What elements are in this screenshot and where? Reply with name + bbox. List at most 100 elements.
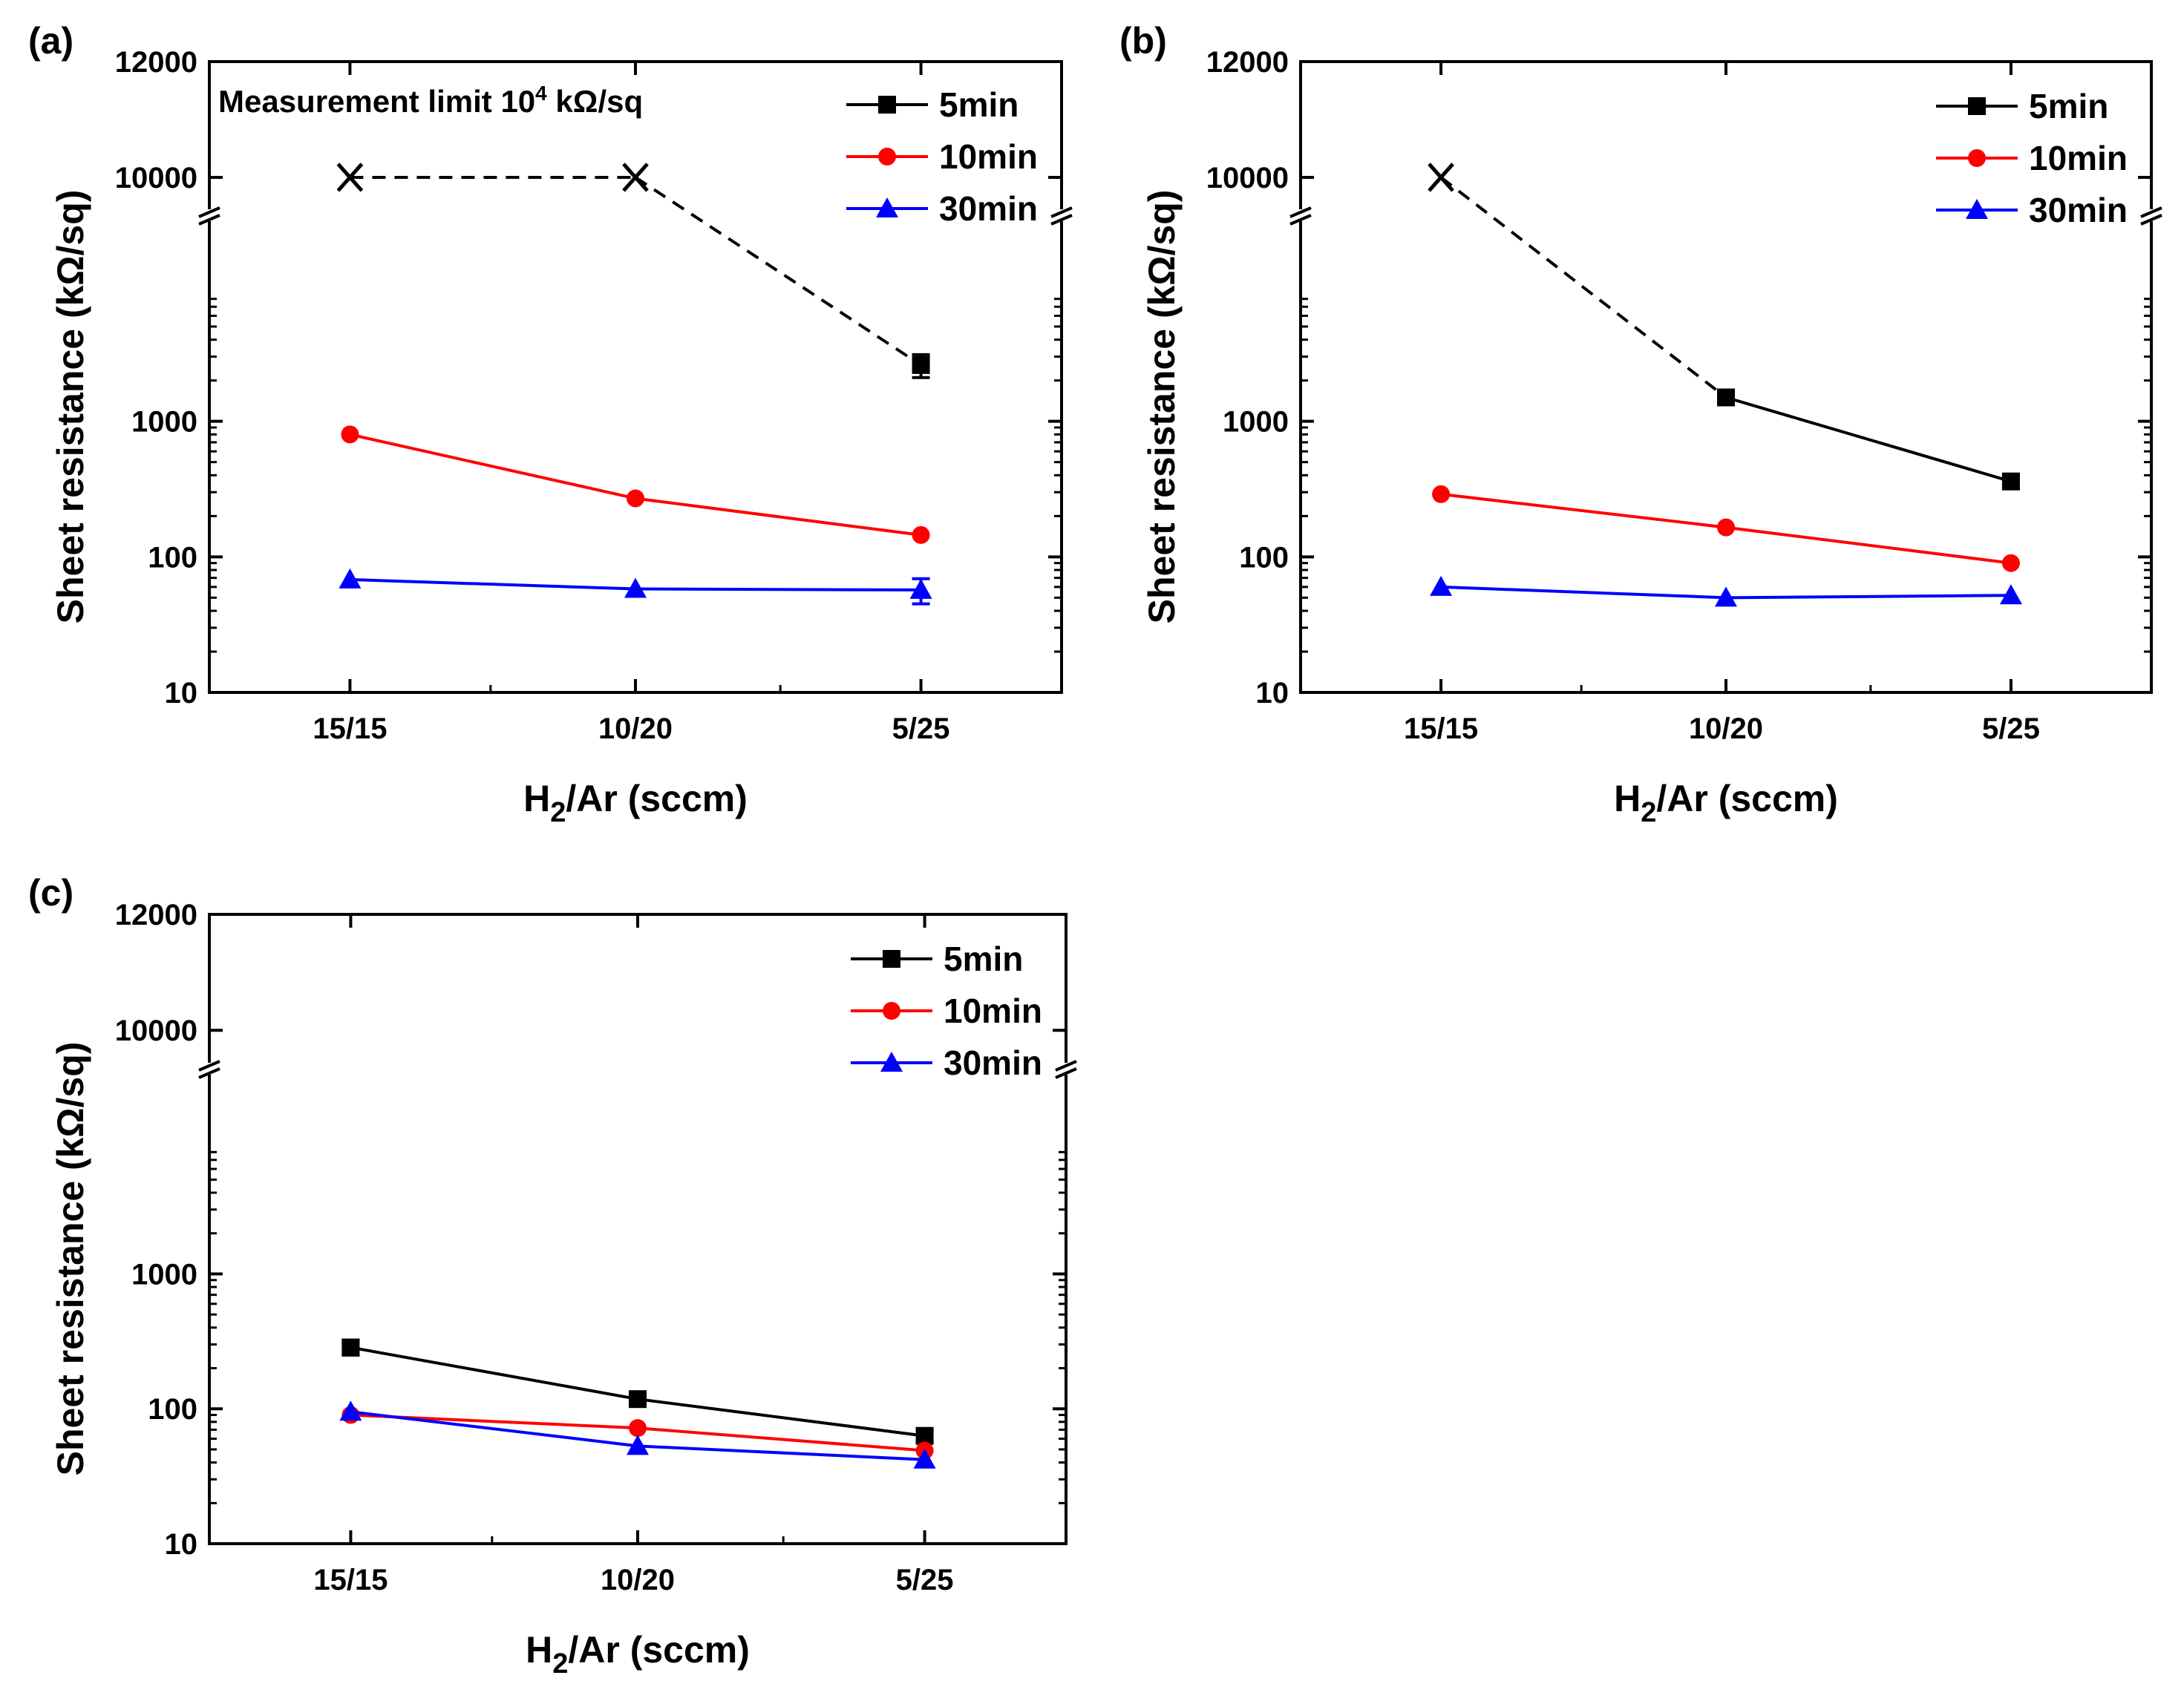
legend-label: 5min xyxy=(944,940,1023,978)
legend-item-10min: 10min xyxy=(1936,139,2128,177)
y-tick-label: 10 xyxy=(165,1528,198,1561)
x-tick-label: 5/25 xyxy=(892,712,950,745)
x-axis-title: H2/Ar (sccm) xyxy=(523,778,748,828)
panel-a: 10 100 1000 10000 12000 15/15 10/20 5/25 H2/Ar (… xyxy=(28,20,1073,828)
series-line-segment xyxy=(637,1397,925,1438)
annotation-prefix: Measurement limit 10 xyxy=(218,84,535,119)
series-line-segment xyxy=(350,1346,638,1401)
axis-break-mark xyxy=(2140,206,2162,226)
y-tick-label: 12000 xyxy=(1206,46,1289,79)
y-tick-label: 100 xyxy=(1239,541,1289,574)
data-point-square xyxy=(1717,388,1735,407)
axis-break-mark xyxy=(1050,206,1073,226)
y-tick-label: 100 xyxy=(148,541,197,574)
x-axis-title: H2/Ar (sccm) xyxy=(526,1629,750,1680)
series-line-segment xyxy=(635,587,921,592)
data-point-triangle xyxy=(1999,584,2022,605)
annotation-sup: 4 xyxy=(535,82,547,105)
x-tick-label: 15/15 xyxy=(1404,712,1478,745)
series-5min xyxy=(1428,163,2020,491)
y-axis-title: Sheet resistance (kΩ/sq) xyxy=(50,1042,91,1476)
x-axis-title-rest: /Ar (sccm) xyxy=(566,778,748,819)
data-point-circle xyxy=(341,425,359,444)
legend-label: 5min xyxy=(939,85,1019,124)
series-line-segment xyxy=(634,176,922,367)
data-point-triangle xyxy=(1715,586,1737,607)
legend-marker-square xyxy=(878,96,896,114)
legend-marker-circle xyxy=(878,148,896,166)
series-line-segment xyxy=(635,497,921,537)
x-tick-label: 15/15 xyxy=(313,712,387,745)
series-line-segment xyxy=(1725,396,2012,483)
data-point-square xyxy=(912,355,930,374)
panel-b: 10 100 1000 10000 12000 15/15 10/20 5/25 H2/Ar (… xyxy=(1119,20,2162,828)
axis-break-mark xyxy=(198,206,220,226)
legend-marker-triangle xyxy=(876,197,898,217)
axis-break-mark xyxy=(198,1060,220,1079)
data-point-square xyxy=(341,1338,360,1357)
legend-marker-triangle xyxy=(1966,199,1988,219)
series-line-segment xyxy=(637,1444,925,1461)
y-tick-label: 100 xyxy=(148,1393,197,1426)
legend-item-5min: 5min xyxy=(851,940,1023,978)
series-line-segment xyxy=(1725,594,2011,600)
series-line-segment xyxy=(1439,176,1727,399)
series-10min xyxy=(341,425,930,544)
y-tick-label: 10000 xyxy=(115,1015,197,1047)
series-line-segment xyxy=(350,577,636,591)
y-tick-label: 1000 xyxy=(131,1258,197,1291)
series-line-segment xyxy=(637,1426,925,1452)
y-tick-label: 1000 xyxy=(1223,406,1289,439)
x-axis-title-sub: 2 xyxy=(1641,797,1656,828)
data-point-triangle xyxy=(909,578,932,599)
data-point-square xyxy=(2001,472,2020,491)
series-line-segment xyxy=(1725,525,2012,565)
legend-marker-triangle xyxy=(880,1052,903,1072)
data-point-triangle xyxy=(627,1435,649,1455)
x-tick-label: 10/20 xyxy=(601,1564,675,1596)
legend-label: 10min xyxy=(944,992,1042,1030)
legend-marker-circle xyxy=(1968,149,1986,167)
data-point-circle xyxy=(627,489,644,508)
legend-label: 30min xyxy=(944,1043,1042,1082)
x-tick-label: 5/25 xyxy=(1982,712,2040,745)
y-tick-label: 12000 xyxy=(115,46,197,79)
x-axis-title-main: H xyxy=(526,1629,552,1671)
x-tick-label: 5/25 xyxy=(896,1564,954,1596)
y-tick-label: 10000 xyxy=(1206,162,1289,194)
panel-label: (a) xyxy=(28,20,73,62)
x-axis-title: H2/Ar (sccm) xyxy=(1614,778,1838,828)
axis-break-mark xyxy=(1289,206,1312,226)
data-point-circle xyxy=(1717,518,1735,537)
y-tick-label: 10 xyxy=(1256,677,1289,710)
data-point-circle xyxy=(629,1419,647,1438)
limit-x-marker xyxy=(336,163,364,192)
series-30min xyxy=(1430,575,2022,607)
y-axis-title: Sheet resistance (kΩ/sq) xyxy=(1141,190,1183,624)
x-axis-title-main: H xyxy=(1614,778,1641,819)
limit-x-marker xyxy=(622,163,649,192)
series-line-segment xyxy=(1441,585,1727,600)
x-tick-label: 10/20 xyxy=(598,712,673,745)
series-10min xyxy=(1432,485,2020,572)
legend-item-5min: 5min xyxy=(1936,87,2108,125)
legend-label: 30min xyxy=(939,189,1038,228)
x-tick-label: 15/15 xyxy=(313,1564,388,1596)
x-axis-title-rest: /Ar (sccm) xyxy=(1656,778,1838,819)
limit-x-marker xyxy=(1428,163,1454,192)
axis-break-mark xyxy=(1055,1060,1077,1079)
data-point-triangle xyxy=(1430,575,1453,596)
legend-label: 30min xyxy=(2029,191,2128,229)
data-point-triangle xyxy=(624,577,647,598)
data-point-circle xyxy=(912,525,930,544)
series-line-segment xyxy=(349,433,636,500)
panel-label: (c) xyxy=(28,872,73,914)
legend-item-30min: 30min xyxy=(846,189,1038,228)
legend-label: 10min xyxy=(2029,139,2128,177)
series-30min xyxy=(339,1400,936,1469)
legend-item-10min: 10min xyxy=(851,992,1042,1030)
data-point-triangle xyxy=(913,1448,936,1469)
legend-item-5min: 5min xyxy=(846,85,1019,124)
panel-label: (b) xyxy=(1119,20,1167,62)
